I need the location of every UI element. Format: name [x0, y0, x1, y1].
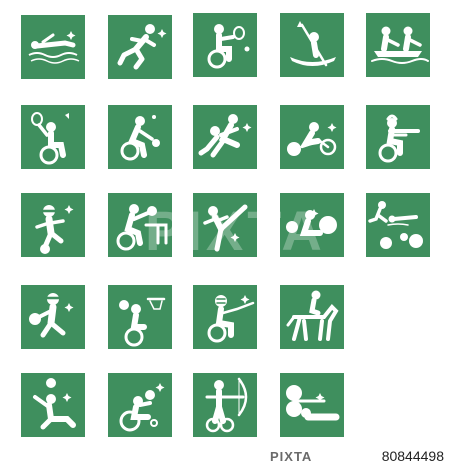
- wheelchair-table-tennis-tile: [108, 105, 172, 169]
- swimming-icon: [28, 31, 80, 64]
- wheelchair-table-tennis-icon: [120, 115, 160, 161]
- taekwondo-icon: [203, 204, 248, 252]
- sprint-running-icon: [117, 24, 167, 70]
- equestrian-icon: [286, 290, 339, 341]
- wheelchair-basketball-icon: [119, 297, 166, 347]
- sprint-running-tile: [108, 15, 172, 79]
- wheelchair-rugby-icon: [119, 383, 165, 432]
- judo-icon: [198, 114, 252, 158]
- wheelchair-badminton-icon: [31, 112, 69, 165]
- wheelchair-shooting-tile: [366, 105, 430, 169]
- sitting-volleyball-tile: [21, 373, 85, 437]
- wheelchair-shooting-icon: [378, 114, 420, 163]
- wheelchair-tennis-icon: [207, 24, 250, 69]
- judo-tile: [193, 105, 257, 169]
- wheelchair-tennis-tile: [193, 13, 257, 77]
- wheelchair-fencing-mask-tile: [193, 285, 257, 349]
- para-cycling-icon: [287, 122, 337, 156]
- triathlon-icon: [368, 201, 423, 249]
- para-cycling-tile: [280, 105, 344, 169]
- goalball-icon: [29, 293, 74, 338]
- wheelchair-badminton-tile: [21, 105, 85, 169]
- wheelchair-fencing-icon: [116, 204, 168, 251]
- para-archery-tile: [193, 373, 257, 437]
- canoe-tile: [280, 13, 344, 77]
- rowing-icon: [371, 26, 429, 64]
- equestrian-tile: [280, 285, 344, 349]
- goalball-tile: [21, 285, 85, 349]
- canoe-icon: [290, 21, 336, 67]
- rowing-tile: [366, 13, 430, 77]
- wheelchair-fencing-mask-icon: [207, 295, 255, 343]
- stock-footer: PIXTA 80844498: [0, 446, 450, 468]
- blind-football-tile: [21, 193, 85, 257]
- powerlifting-icon: [286, 385, 340, 421]
- wheelchair-basketball-tile: [108, 285, 172, 349]
- stock-logo: PIXTA: [270, 449, 313, 464]
- taekwondo-tile: [193, 193, 257, 257]
- wheelchair-rugby-tile: [108, 373, 172, 437]
- sitting-volleyball-icon: [33, 378, 76, 430]
- para-archery-icon: [205, 377, 248, 433]
- wheelchair-fencing-tile: [108, 193, 172, 257]
- swimming-tile: [21, 15, 85, 79]
- boccia-tile: [280, 193, 344, 257]
- powerlifting-tile: [280, 373, 344, 437]
- blind-football-icon: [35, 205, 74, 254]
- boccia-icon: [286, 209, 337, 236]
- image-id: 80844498: [381, 448, 444, 464]
- triathlon-tile: [366, 193, 430, 257]
